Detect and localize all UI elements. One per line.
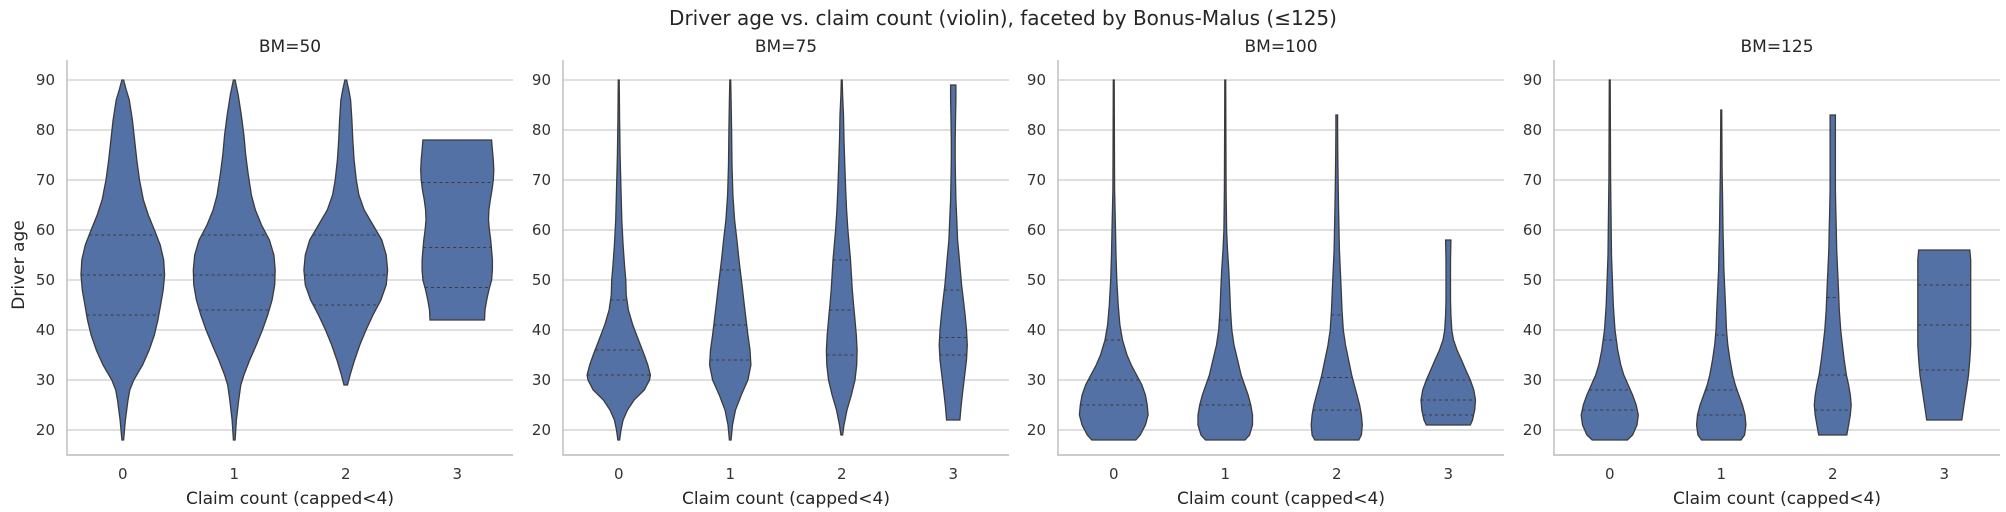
- y-tick-label: 70: [36, 171, 55, 189]
- y-tick-label: 60: [1027, 221, 1046, 239]
- y-tick-label: 90: [1523, 71, 1542, 89]
- violin-body: [1197, 79, 1254, 441]
- y-tick-label: 60: [532, 221, 551, 239]
- y-tick-label: 40: [532, 321, 551, 339]
- x-tick-label: 0: [118, 465, 128, 483]
- y-axis-label: Driver age: [9, 220, 29, 309]
- y-tick-label: 50: [1027, 271, 1046, 289]
- y-tick-label: 60: [1523, 221, 1542, 239]
- y-tick-label: 20: [532, 421, 551, 439]
- axis-spine: [1057, 60, 1504, 456]
- x-tick-label: 2: [1332, 465, 1342, 483]
- facet-panel: 20 30 40 50 60 70 80 90 BM=50 0 1 2 3 Claim count (ca…: [36, 37, 513, 509]
- y-tick-label: 20: [1027, 421, 1046, 439]
- y-tick-label: 40: [1523, 321, 1542, 339]
- x-tick-label: 0: [1605, 465, 1615, 483]
- violin-body: [1078, 79, 1149, 441]
- x-tick-label: 3: [948, 465, 958, 483]
- y-tick-label: 70: [1523, 171, 1542, 189]
- axis-spine: [562, 60, 1009, 456]
- y-tick-label: 30: [1027, 371, 1046, 389]
- y-tick-label: 80: [1027, 121, 1046, 139]
- violin-body: [303, 79, 389, 386]
- x-axis-label: Claim count (capped<4): [682, 489, 890, 509]
- facet-title: BM=100: [1244, 37, 1317, 57]
- y-tick-label: 50: [1523, 271, 1542, 289]
- y-tick-label: 80: [36, 121, 55, 139]
- y-tick-label: 50: [36, 271, 55, 289]
- x-tick-label: 3: [452, 465, 462, 483]
- violin-body: [1310, 114, 1363, 441]
- x-tick-label: 2: [1828, 465, 1838, 483]
- facet-panel: 20 30 40 50 60 70 80 90 BM=100 0 1 2 3 Claim count (c…: [1027, 37, 1504, 509]
- x-tick-label: 1: [1220, 465, 1230, 483]
- violin-body: [192, 79, 276, 441]
- facet-panel: 20 30 40 50 60 70 80 90 BM=75 0 1 2 3 Claim count (ca…: [532, 37, 1009, 509]
- y-tick-label: 90: [1027, 71, 1046, 89]
- y-tick-label: 30: [36, 371, 55, 389]
- x-tick-label: 0: [1109, 465, 1119, 483]
- x-tick-label: 1: [725, 465, 735, 483]
- violin-body: [1917, 249, 1972, 421]
- y-tick-label: 40: [1027, 321, 1046, 339]
- violin-body: [420, 139, 495, 321]
- x-tick-label: 3: [1939, 465, 1949, 483]
- y-tick-label: 30: [532, 371, 551, 389]
- violin-body: [1580, 79, 1639, 441]
- y-tick-label: 30: [1523, 371, 1542, 389]
- y-tick-label: 70: [532, 171, 551, 189]
- axis-spine: [66, 60, 513, 456]
- y-tick-label: 80: [532, 121, 551, 139]
- x-axis-label: Claim count (capped<4): [1673, 489, 1881, 509]
- y-tick-label: 20: [1523, 421, 1542, 439]
- violin-body: [1695, 109, 1747, 441]
- facet-panel: 20 30 40 50 60 70 80 90 BM=125 0 1 2 3 Claim count (c…: [1523, 37, 2000, 509]
- y-tick-label: 70: [1027, 171, 1046, 189]
- x-axis-label: Claim count (capped<4): [186, 489, 394, 509]
- y-tick-label: 90: [532, 71, 551, 89]
- x-tick-label: 1: [229, 465, 239, 483]
- y-tick-label: 40: [36, 321, 55, 339]
- violin-body: [586, 79, 652, 441]
- y-tick-label: 80: [1523, 121, 1542, 139]
- violin-body: [1420, 239, 1477, 426]
- violin-body: [708, 79, 752, 441]
- x-tick-label: 2: [341, 465, 351, 483]
- facet-title: BM=50: [259, 37, 321, 57]
- violin-body: [825, 79, 858, 436]
- y-tick-label: 50: [532, 271, 551, 289]
- y-tick-label: 90: [36, 71, 55, 89]
- x-tick-label: 2: [837, 465, 847, 483]
- violin-body: [80, 79, 166, 441]
- violin-body: [1813, 114, 1852, 436]
- axis-spine: [1553, 60, 2000, 456]
- x-tick-label: 0: [614, 465, 624, 483]
- y-tick-label: 60: [36, 221, 55, 239]
- x-tick-label: 3: [1443, 465, 1453, 483]
- facet-title: BM=125: [1740, 37, 1813, 57]
- x-tick-label: 1: [1716, 465, 1726, 483]
- violin-body: [938, 84, 968, 421]
- x-axis-label: Claim count (capped<4): [1177, 489, 1385, 509]
- y-tick-label: 20: [36, 421, 55, 439]
- facet-title: BM=75: [755, 37, 817, 57]
- chart-title: Driver age vs. claim count (violin), fac…: [669, 6, 1337, 30]
